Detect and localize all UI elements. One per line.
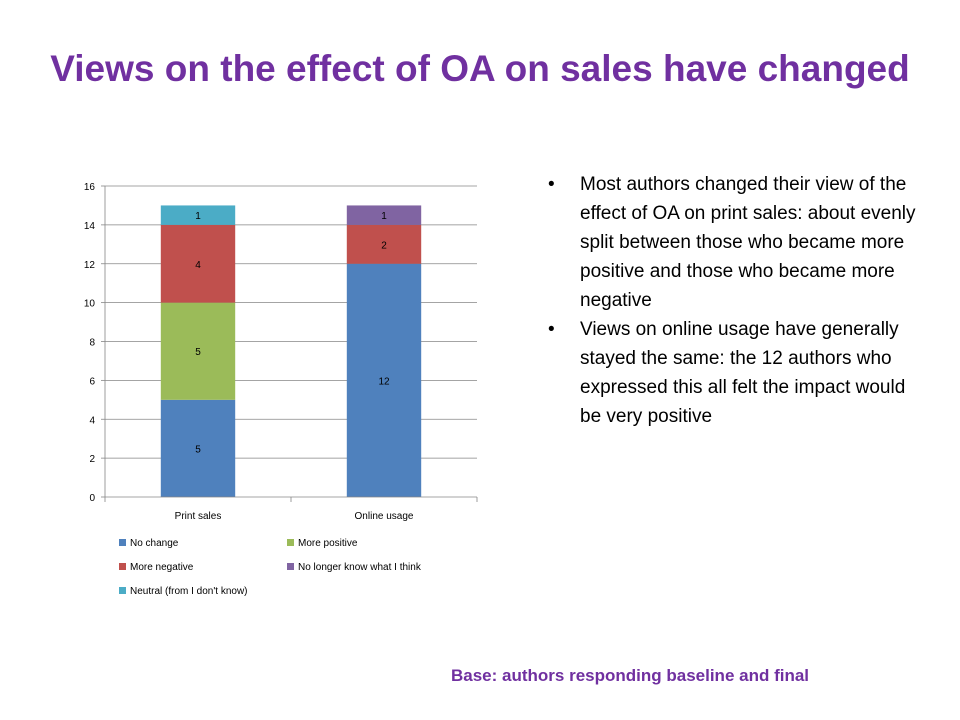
chart-bars: 5 5 4 1 12 2 1: [160, 205, 422, 497]
bullet-item: • Most authors changed their view of the…: [548, 170, 918, 315]
legend-label: More positive: [298, 538, 358, 549]
data-label: 4: [195, 260, 201, 271]
legend-label: No longer know what I think: [298, 562, 422, 573]
legend-swatch: [287, 539, 294, 546]
bullet-item: • Views on online usage have generally s…: [548, 315, 918, 431]
bar-segment: [346, 205, 422, 225]
bullet-list: • Most authors changed their view of the…: [548, 170, 918, 431]
bar-segment: [160, 205, 236, 225]
y-tick-label: 0: [89, 493, 95, 504]
legend-label: Neutral (from I don't know): [130, 586, 248, 597]
y-tick-label: 16: [84, 182, 96, 193]
legend-label: More negative: [130, 562, 194, 573]
base-note: Base: authors responding baseline and fi…: [451, 666, 810, 685]
legend-label: No change: [130, 538, 179, 549]
legend-swatch: [119, 563, 126, 570]
data-label: 5: [195, 347, 201, 358]
legend-swatch: [119, 587, 126, 594]
bullet-text: Views on online usage have generally sta…: [580, 319, 906, 427]
y-tick-label: 14: [84, 221, 96, 232]
legend-swatch: [287, 563, 294, 570]
data-label: 5: [195, 444, 201, 455]
y-tick-label: 2: [89, 454, 95, 465]
bar-segment: [160, 302, 236, 400]
bullet-marker: •: [548, 174, 555, 195]
x-tick-label: Print sales: [175, 511, 222, 522]
bar-segment: [160, 399, 236, 497]
data-label: 2: [381, 240, 387, 251]
legend-swatch: [119, 539, 126, 546]
y-tick-label: 8: [89, 338, 95, 349]
bullet-marker: •: [548, 319, 555, 340]
y-tick-label: 10: [84, 299, 96, 310]
chart-legend: No change More positive More negative No lo…: [119, 538, 422, 597]
y-tick-label: 6: [89, 376, 95, 387]
slide-title: Views on the effect of OA on sales have …: [50, 48, 910, 89]
bullet-text: Most authors changed their view of the e…: [580, 174, 916, 311]
y-tick-label: 12: [84, 260, 96, 271]
data-label: 1: [195, 211, 201, 222]
bar-segment: [160, 224, 236, 303]
data-label: 1: [381, 211, 387, 222]
y-tick-label: 4: [89, 415, 95, 426]
x-tick-label: Online usage: [355, 511, 414, 522]
data-label: 12: [378, 376, 390, 387]
bar-segment: [346, 224, 422, 264]
bar-segment: [346, 263, 422, 497]
